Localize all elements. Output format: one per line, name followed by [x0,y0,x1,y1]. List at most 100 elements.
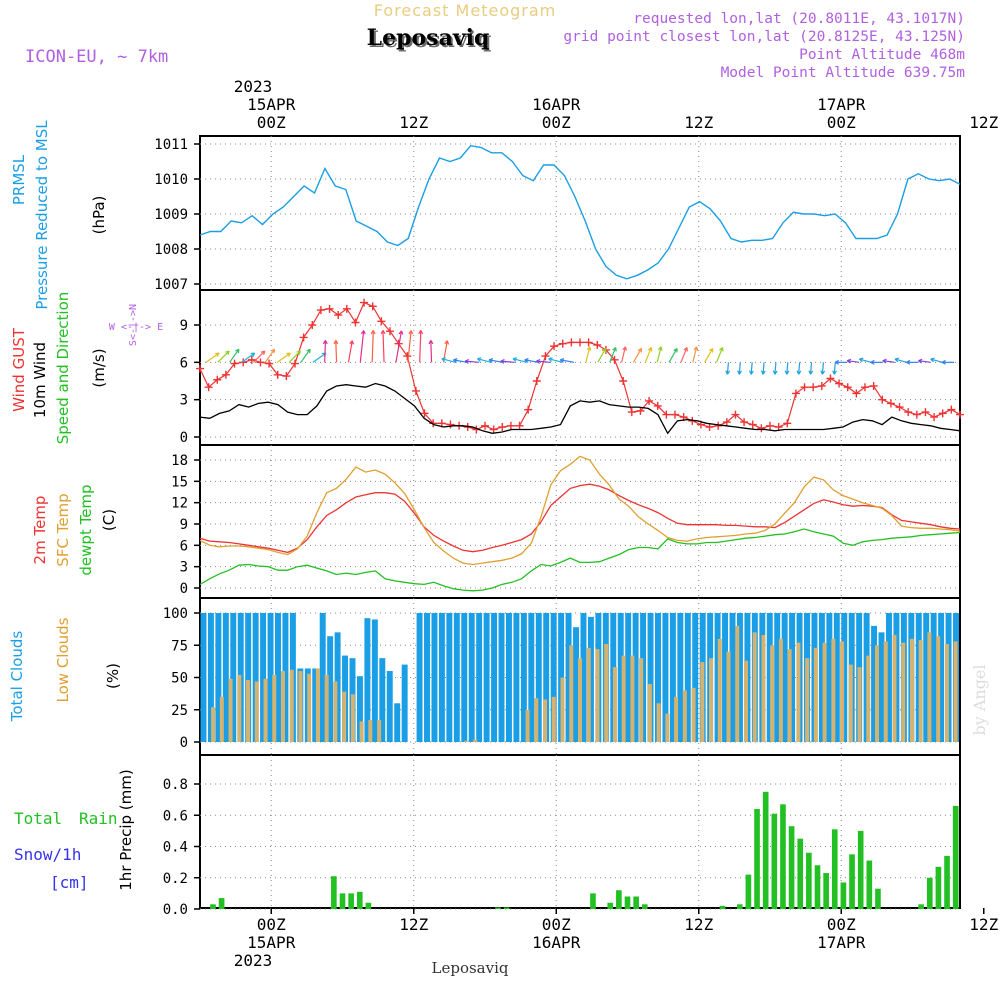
wind-arrowhead [477,357,482,362]
total-clouds-bar [275,613,281,742]
wind-arrowhead [647,347,653,352]
rain-bar [210,904,216,909]
total-clouds-bar [528,613,535,742]
rain-bar [607,902,614,909]
wind-arrowhead [772,370,778,375]
precip-rain-label: Rain [79,809,118,828]
total-clouds-bar [364,618,371,742]
wind-arrowhead [418,330,424,335]
panel-0: 1007 1008 1009 1010 1011 [154,135,961,293]
low-clouds-bar [717,638,722,742]
gust-marker [878,395,887,404]
wind-arrow [229,348,240,363]
total-clouds-bar [781,613,788,742]
wind-arrowhead [725,370,731,375]
y-tick-label: 0 [180,735,188,751]
low-clouds-bar [237,674,242,742]
bottom-time-label: 00Z [257,915,286,934]
total-clouds-bar [580,613,587,742]
temp-2m-label: 2m Temp [31,496,49,565]
low-clouds-bar [560,677,565,742]
wind-arrowhead [930,357,935,363]
total-clouds-bar [789,613,796,742]
wind-arrowhead [612,347,617,352]
gust-marker [912,410,921,419]
title-shadow: Leposaviq [369,27,492,53]
total-clouds-bar [617,613,624,742]
low-clouds-bar [735,625,740,742]
wind-arrow [312,352,327,363]
wind-arrowhead [808,370,814,375]
pressure-line [199,144,961,280]
low-clouds-bar [307,673,312,742]
total-clouds-bar [267,613,274,742]
gust-marker [239,358,248,367]
low-clouds-bar [875,645,880,742]
gust-marker [273,370,282,379]
y-tick-label: 0 [180,430,188,446]
wind-arrowhead [333,340,339,345]
total-clouds-bar [371,619,378,742]
low-clouds-bar [333,681,338,742]
y-tick-label: 0.4 [163,840,188,856]
wind-arrowhead [250,352,256,358]
rain-bar [736,904,743,909]
rain-bar [771,813,778,909]
total-clouds-bar [826,613,833,742]
low-clouds-bar [604,643,609,742]
wind-arrow [441,358,456,363]
total-clouds-bar [312,668,319,742]
gust-marker [861,383,869,392]
gust-marker [403,352,412,361]
y-tick-label: 0.8 [163,777,188,793]
total-clouds-bar [424,613,430,742]
rain-bar [849,854,855,909]
wind-unit: (m/s) [90,348,108,387]
temp-sfc-label: SFC Temp [54,493,72,566]
low-clouds-bar [909,638,914,742]
wind-compass-horizontal: W <-|-> E [109,322,163,333]
wind-arrowhead [444,340,450,345]
wind-dir-label: Speed and Direction [54,292,72,445]
wind-arrow [548,358,563,363]
rain-bar [624,896,631,909]
low-clouds-bar [665,713,670,742]
low-clouds-bar [709,658,714,742]
bottom-year: 2023 [234,951,273,970]
low-clouds-bar [883,641,888,742]
y-tick-label: 50 [171,671,188,687]
clouds-unit: (%) [104,663,122,689]
wind-arrowhead [834,359,839,365]
wind-arrowhead [760,370,766,375]
total-clouds-bar [565,613,572,742]
top-time-label: 00Z [257,113,286,132]
low-clouds-bar [298,671,303,742]
low-clouds-bar [805,658,810,742]
total-clouds-bar [356,676,363,742]
low-clouds-bar [359,721,364,742]
wind-arrow [276,352,291,363]
wind-arrowhead [225,350,230,356]
gust-marker [299,333,308,342]
temp-unit: (C) [100,509,118,531]
total-clouds-bar [871,625,878,742]
gust-marker [230,359,239,368]
wind-arrowhead [657,346,663,351]
y-tick-label: 1007 [154,277,188,293]
gust-marker [904,408,913,417]
panel-frame [199,444,961,599]
wind-arrow [668,348,678,363]
top-date-label: 17APR [817,95,866,114]
rain-bar [719,905,726,909]
pressure-unit: (hPa) [90,196,108,235]
low-clouds-bar [246,680,251,742]
wind-arrowhead [260,350,266,356]
y-tick-label: 0 [180,581,188,597]
gust-marker [645,396,654,405]
wind-arrow [692,346,698,363]
wind-arrow [680,347,688,363]
low-clouds-bar [778,638,783,742]
low-clouds-bar [656,703,661,742]
low-clouds-bar [586,647,591,742]
rain-bar [944,855,950,909]
